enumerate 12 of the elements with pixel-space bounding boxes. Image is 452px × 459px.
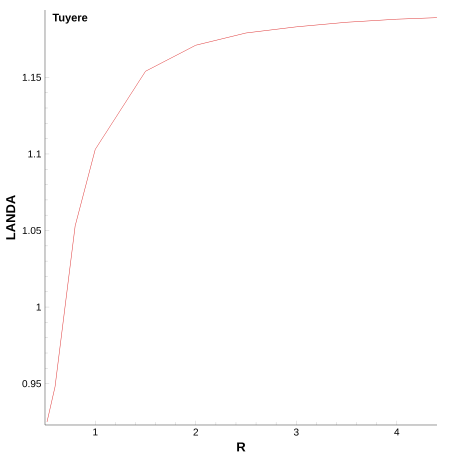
y-tick-label: 0.95 <box>22 380 42 388</box>
y-axis-title: LANDA <box>6 195 16 240</box>
y-tick-label: 1.05 <box>22 226 42 234</box>
x-tick-label: 3 <box>294 428 299 436</box>
y-tick-label: 1 <box>36 304 41 311</box>
x-axis-title: R <box>237 442 246 452</box>
y-tick-label: 1.15 <box>22 74 42 81</box>
x-tick-label: 1 <box>93 428 98 436</box>
x-tick-label: 2 <box>193 428 198 436</box>
x-tick-label: 4 <box>394 428 400 436</box>
y-tick-label: 1.1 <box>28 150 41 158</box>
chart-title: Tuyere <box>52 14 88 24</box>
